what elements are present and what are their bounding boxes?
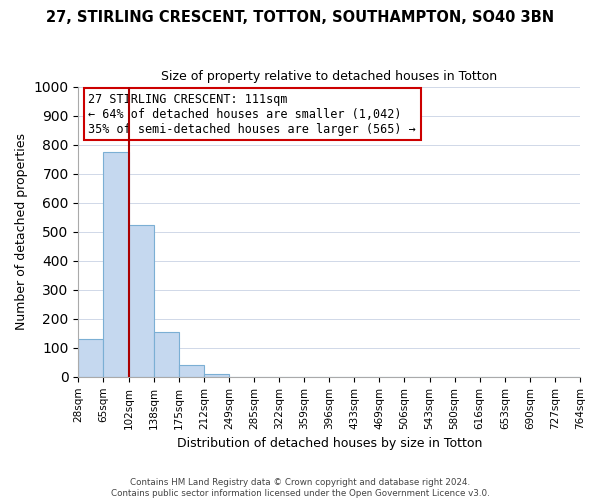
Bar — [103, 152, 128, 377]
Bar — [204, 374, 229, 377]
Bar — [154, 332, 179, 377]
Title: Size of property relative to detached houses in Totton: Size of property relative to detached ho… — [161, 70, 497, 83]
Bar — [128, 224, 154, 377]
Bar — [79, 339, 103, 377]
Y-axis label: Number of detached properties: Number of detached properties — [15, 134, 28, 330]
Text: Contains HM Land Registry data © Crown copyright and database right 2024.
Contai: Contains HM Land Registry data © Crown c… — [110, 478, 490, 498]
X-axis label: Distribution of detached houses by size in Totton: Distribution of detached houses by size … — [176, 437, 482, 450]
Bar — [179, 365, 204, 377]
Text: 27, STIRLING CRESCENT, TOTTON, SOUTHAMPTON, SO40 3BN: 27, STIRLING CRESCENT, TOTTON, SOUTHAMPT… — [46, 10, 554, 25]
Text: 27 STIRLING CRESCENT: 111sqm
← 64% of detached houses are smaller (1,042)
35% of: 27 STIRLING CRESCENT: 111sqm ← 64% of de… — [88, 92, 416, 136]
